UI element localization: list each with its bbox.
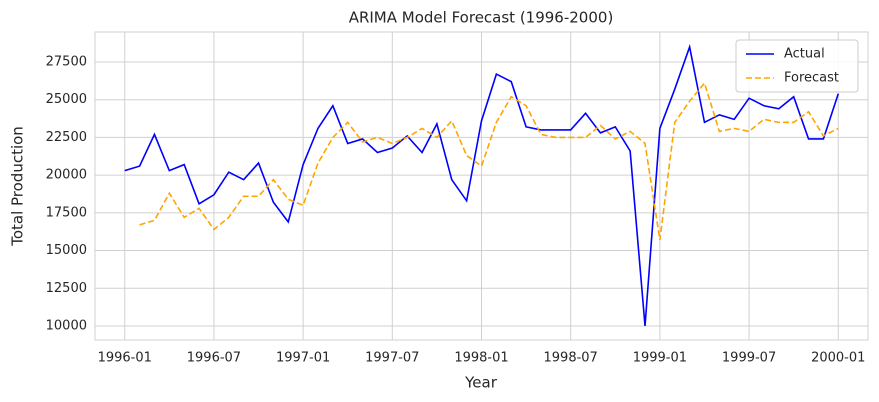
y-tick-label: 10000 — [46, 318, 87, 333]
y-axis-label: Total Production — [9, 126, 27, 247]
x-tick-label: 1997-07 — [365, 351, 419, 366]
y-tick-label: 12500 — [46, 281, 87, 296]
y-tick-label: 22500 — [46, 130, 87, 145]
x-tick-label: 1999-01 — [633, 351, 687, 366]
x-tick-label: 2000-01 — [811, 351, 865, 366]
legend-label: Forecast — [784, 71, 839, 86]
y-tick-label: 17500 — [46, 205, 87, 220]
x-tick-label: 1997-01 — [276, 351, 330, 366]
y-tick-label: 15000 — [46, 243, 87, 258]
legend-label: Actual — [784, 47, 825, 62]
x-tick-label: 1996-01 — [98, 351, 152, 366]
x-tick-label: 1998-01 — [454, 351, 508, 366]
x-tick-label: 1999-07 — [722, 351, 776, 366]
plot-frame — [94, 31, 869, 341]
legend-box — [735, 39, 859, 93]
x-axis-label: Year — [464, 374, 498, 392]
y-tick-label: 25000 — [46, 92, 87, 107]
x-tick-label: 1996-07 — [187, 351, 241, 366]
y-tick-label: 20000 — [46, 168, 87, 183]
series-line — [139, 81, 839, 241]
series-line — [124, 43, 840, 327]
y-tick-label: 27500 — [46, 55, 87, 70]
x-tick-label: 1998-07 — [544, 351, 598, 366]
chart-title: ARIMA Model Forecast (1996-2000) — [349, 9, 614, 27]
